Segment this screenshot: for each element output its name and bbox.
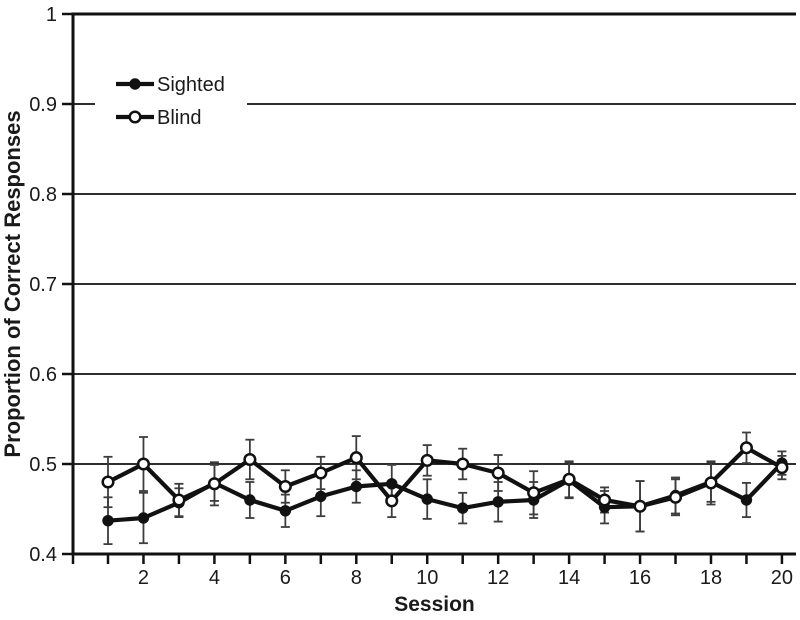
filled-circle-sighted-session-6 [279,505,292,517]
legend-marker-sighted-icon [129,78,141,90]
filled-circle-sighted-session-9 [386,478,398,490]
open-circle-blind-session-8 [349,451,363,465]
open-circle-blind-session-20 [775,461,789,475]
series-markers-blind [101,441,789,513]
x-tick-label-8: 8 [351,567,362,589]
x-axis-title: Session [394,593,475,616]
gridlines [73,103,796,465]
y-tick-label-0.5: 0.5 [29,454,57,476]
open-circle-blind-session-4 [207,477,221,491]
open-circle-blind-session-14 [562,472,576,486]
open-circle-blind-session-19 [739,441,754,455]
legend: Sighted Blind [116,74,225,129]
open-circle-blind-session-12 [491,466,505,480]
open-circle-blind-session-13 [527,486,541,500]
x-tick-label-16: 16 [629,567,651,589]
y-tick-label-0.8: 0.8 [29,184,57,206]
filled-circle-sighted-session-10 [421,493,433,505]
filled-circle-sighted-session-8 [350,480,362,493]
y-tick-label-0.9: 0.9 [29,94,57,116]
y-tick-label-0.4: 0.4 [29,544,57,566]
filled-circle-sighted-session-5 [244,494,256,506]
open-circle-blind-session-9 [385,494,399,508]
axes [62,12,796,564]
open-circle-blind-session-15 [598,493,612,507]
open-circle-blind-session-7 [314,466,328,480]
open-circle-blind-session-16 [633,499,647,513]
filled-circle-sighted-session-2 [137,512,150,524]
filled-circle-sighted-session-1 [102,515,114,527]
open-circle-blind-session-17 [668,490,683,504]
open-circle-blind-session-6 [278,479,292,494]
open-circle-blind-session-10 [420,453,434,467]
open-circle-blind-session-5 [243,452,257,467]
filled-circle-sighted-session-11 [457,502,469,514]
legend-marker-blind-icon [128,110,142,124]
y-tick-label-0.6: 0.6 [29,364,57,386]
filled-circle-sighted-session-7 [315,490,327,503]
open-circle-blind-session-3 [172,493,186,507]
x-tick-label-6: 6 [280,567,291,589]
series-line-sighted [105,461,785,523]
filled-circle-sighted-session-12 [492,496,504,508]
x-tick-label-18: 18 [700,567,722,589]
x-tick-label-2: 2 [138,567,149,589]
y-axis-title: Proportion of Correct Responses [0,110,25,457]
y-tick-label-1: 1 [46,4,57,26]
x-tick-label-20: 20 [771,567,793,589]
open-circle-blind-session-11 [456,457,470,471]
x-tick-label-4: 4 [209,567,220,589]
open-circle-blind-session-18 [704,476,718,490]
filled-circle-sighted-session-19 [740,494,753,506]
x-tick-label-12: 12 [487,567,509,589]
x-tick-label-10: 10 [416,567,438,589]
open-circle-blind-session-1 [101,475,115,489]
legend-background [95,58,247,142]
x-tick-label-14: 14 [558,567,580,589]
legend-label-blind: Blind [157,107,201,129]
y-tick-label-0.7: 0.7 [29,274,57,296]
legend-label-sighted: Sighted [157,74,225,96]
open-circle-blind-session-2 [136,457,151,471]
